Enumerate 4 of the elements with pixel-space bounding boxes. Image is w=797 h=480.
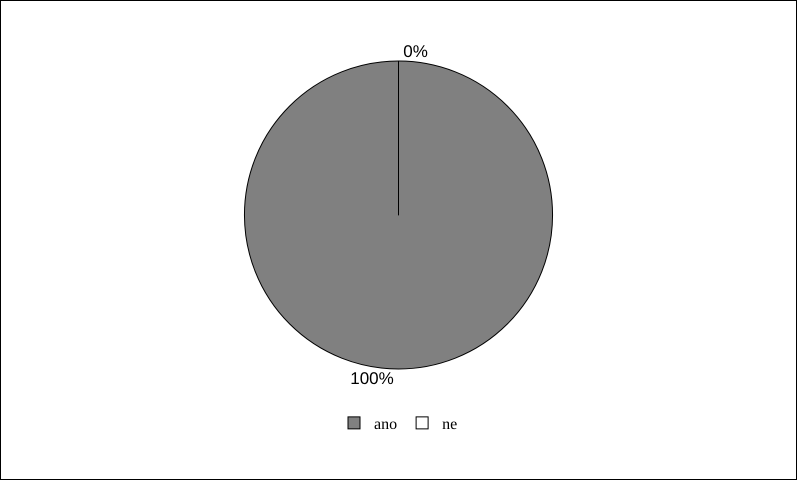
data-label: 100%	[350, 369, 394, 388]
legend-label: ano	[374, 416, 398, 434]
legend-label: ne	[442, 416, 458, 434]
text: 0%	[403, 42, 428, 61]
